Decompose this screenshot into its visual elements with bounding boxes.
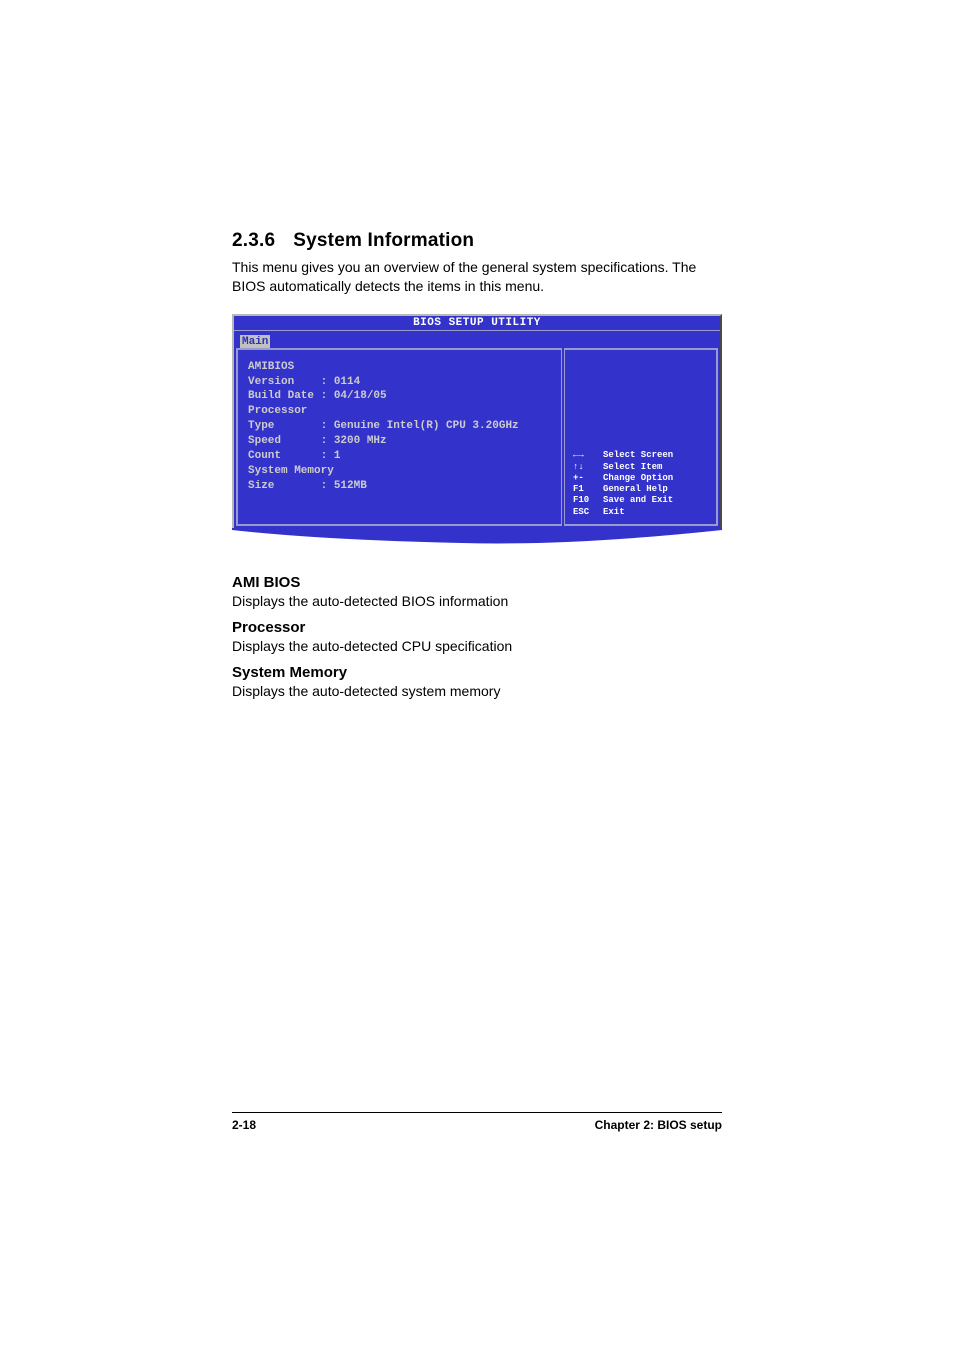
bios-help-row: F1General Help bbox=[573, 484, 710, 495]
sub-text-system-memory: Displays the auto-detected system memory bbox=[232, 683, 722, 699]
bios-line: Size : 512MB bbox=[248, 479, 551, 494]
bios-line: Speed : 3200 MHz bbox=[248, 434, 551, 449]
help-desc: General Help bbox=[603, 484, 668, 494]
bios-line: Processor bbox=[248, 404, 551, 419]
page-footer: 2-18 Chapter 2: BIOS setup bbox=[232, 1112, 722, 1132]
bios-right-panel: ←→Select Screen ↑↓Select Item +-Change O… bbox=[564, 348, 718, 526]
section-heading: 2.3.6 System Information bbox=[232, 230, 722, 252]
sub-heading-processor: Processor bbox=[232, 619, 722, 636]
bios-line: Type : Genuine Intel(R) CPU 3.20GHz bbox=[248, 419, 551, 434]
sub-text-ami-bios: Displays the auto-detected BIOS informat… bbox=[232, 593, 722, 609]
bios-line: Build Date : 04/18/05 bbox=[248, 389, 551, 404]
help-key: F10 bbox=[573, 495, 603, 506]
help-key: +- bbox=[573, 473, 603, 484]
help-key: F1 bbox=[573, 484, 603, 495]
footer-chapter-title: Chapter 2: BIOS setup bbox=[595, 1118, 722, 1132]
bios-title: BIOS SETUP UTILITY bbox=[234, 316, 720, 330]
sub-heading-system-memory: System Memory bbox=[232, 664, 722, 681]
help-key: ↑↓ bbox=[573, 462, 603, 473]
bios-help-row: ESCExit bbox=[573, 507, 710, 518]
bios-menu-bar: Main bbox=[234, 330, 720, 346]
bios-help-block: ←→Select Screen ↑↓Select Item +-Change O… bbox=[573, 450, 710, 518]
sub-text-processor: Displays the auto-detected CPU specifica… bbox=[232, 638, 722, 654]
footer-page-number: 2-18 bbox=[232, 1118, 256, 1132]
bios-line: System Memory bbox=[248, 464, 551, 479]
bios-help-row: F10Save and Exit bbox=[573, 495, 710, 506]
intro-text: This menu gives you an overview of the g… bbox=[232, 258, 722, 296]
help-desc: Save and Exit bbox=[603, 495, 673, 505]
section-title: System Information bbox=[293, 230, 474, 251]
bios-tab-main: Main bbox=[240, 335, 270, 349]
bios-window: BIOS SETUP UTILITY Main AMIBIOS Version … bbox=[232, 314, 722, 530]
help-desc: Change Option bbox=[603, 473, 673, 483]
page-content: 2.3.6 System Information This menu gives … bbox=[232, 230, 722, 709]
bios-help-row: ↑↓Select Item bbox=[573, 462, 710, 473]
bios-help-row: +-Change Option bbox=[573, 473, 710, 484]
bios-screenshot: BIOS SETUP UTILITY Main AMIBIOS Version … bbox=[232, 314, 722, 546]
help-desc: Exit bbox=[603, 507, 625, 517]
bios-help-row: ←→Select Screen bbox=[573, 450, 710, 461]
sub-heading-ami-bios: AMI BIOS bbox=[232, 574, 722, 591]
section-number: 2.3.6 bbox=[232, 230, 275, 252]
bios-bottom-curve bbox=[232, 530, 722, 546]
bios-line: Count : 1 bbox=[248, 449, 551, 464]
help-key: ←→ bbox=[573, 450, 603, 461]
help-key: ESC bbox=[573, 507, 603, 518]
help-desc: Select Screen bbox=[603, 450, 673, 460]
bios-left-panel: AMIBIOS Version : 0114 Build Date : 04/1… bbox=[236, 348, 562, 526]
bios-line: AMIBIOS bbox=[248, 360, 551, 375]
bios-body: AMIBIOS Version : 0114 Build Date : 04/1… bbox=[234, 346, 720, 528]
help-desc: Select Item bbox=[603, 462, 662, 472]
bios-line: Version : 0114 bbox=[248, 375, 551, 390]
